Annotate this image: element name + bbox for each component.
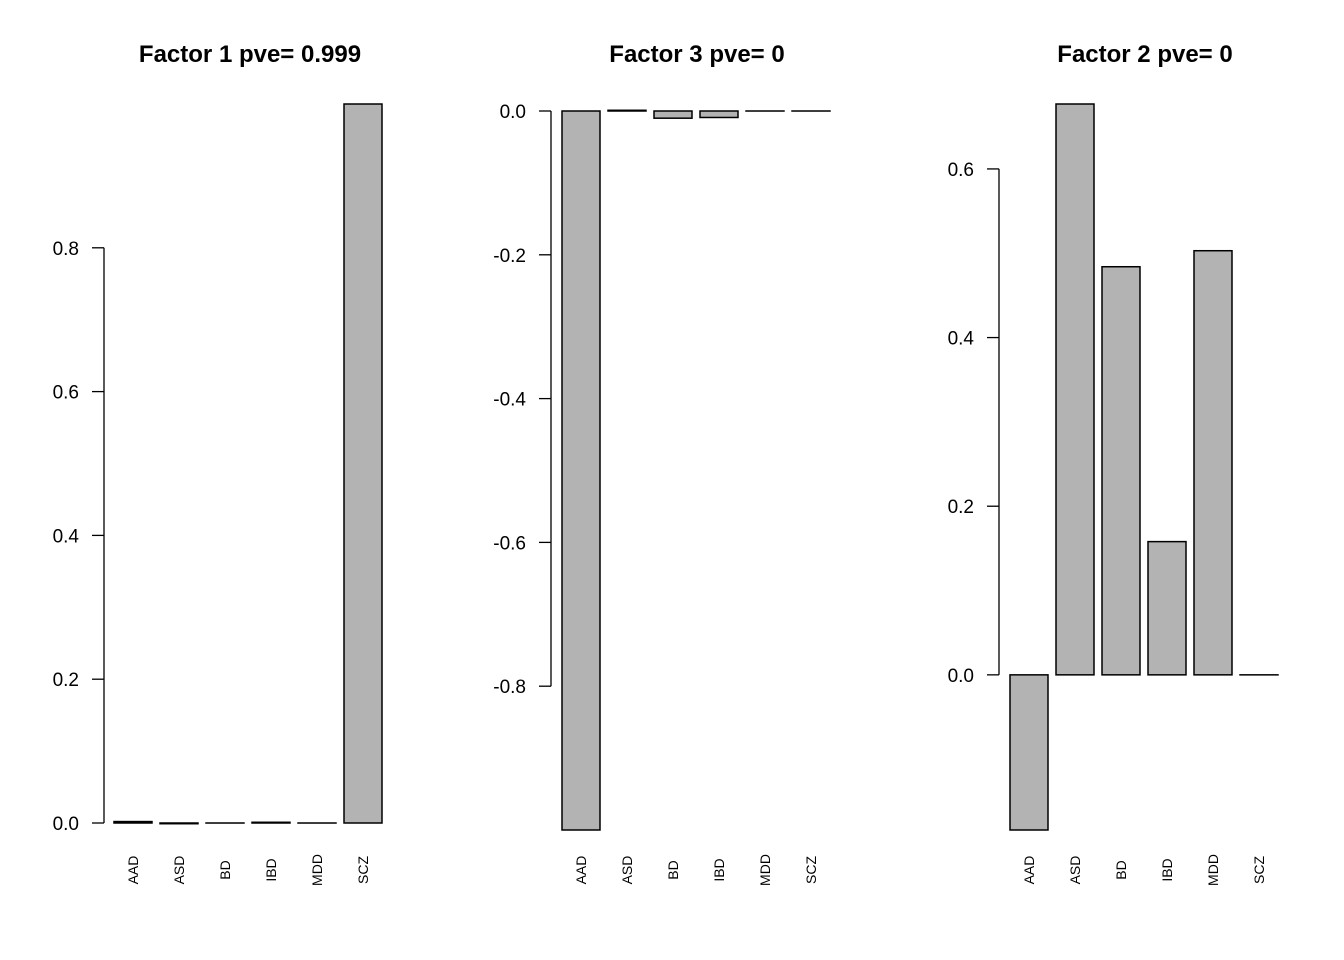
x-category-label: MDD bbox=[757, 854, 773, 886]
chart-title: Factor 3 pve= 0 bbox=[609, 41, 784, 68]
y-tick-label: 0.0 bbox=[948, 666, 974, 687]
bar-mdd bbox=[1193, 249, 1233, 676]
x-category-label: IBD bbox=[1159, 858, 1175, 881]
x-category-label: BD bbox=[1113, 860, 1129, 879]
bar-aad bbox=[561, 110, 601, 831]
chart-panel-3: Factor 2 pve= 0 0.0 0.2 0.4 0.6 AAD ASD BD IBD MD… bbox=[948, 41, 1279, 886]
y-tick-label: 0.4 bbox=[53, 526, 80, 547]
chart-panel-2: Factor 3 pve= 0 0.0 -0.2 -0.4 -0.6 -0.8 AAD ASD… bbox=[493, 41, 831, 886]
bar-asd bbox=[159, 822, 199, 825]
x-category-label: IBD bbox=[263, 858, 279, 881]
x-category-label: AAD bbox=[1021, 856, 1037, 885]
y-tick-label: 0.0 bbox=[500, 102, 526, 123]
bar-aad bbox=[113, 820, 153, 824]
y-tick-label: 0.2 bbox=[53, 670, 79, 691]
x-category-label: IBD bbox=[711, 858, 727, 881]
bar-scz bbox=[343, 103, 383, 824]
bar-bd bbox=[653, 110, 693, 119]
y-tick-label: -0.4 bbox=[493, 390, 526, 411]
y-tick-label: 0.4 bbox=[948, 329, 975, 350]
chart-title: Factor 1 pve= 0.999 bbox=[139, 41, 361, 68]
y-tick-label: 0.8 bbox=[53, 239, 79, 260]
x-category-label: ASD bbox=[171, 856, 187, 885]
x-category-label: ASD bbox=[1067, 856, 1083, 885]
bar-bd bbox=[1101, 265, 1141, 676]
y-tick-label: 0.6 bbox=[948, 160, 974, 181]
x-category-label: SCZ bbox=[355, 856, 371, 884]
x-category-label: AAD bbox=[125, 856, 141, 885]
chart-title: Factor 2 pve= 0 bbox=[1057, 41, 1232, 68]
y-tick-label: 0.0 bbox=[53, 814, 79, 835]
y-tick-label: 0.2 bbox=[948, 497, 974, 518]
bar-ibd bbox=[699, 110, 739, 119]
x-category-label: ASD bbox=[619, 856, 635, 885]
bar-asd bbox=[1055, 103, 1095, 676]
bar-ibd bbox=[251, 821, 291, 824]
x-category-label: MDD bbox=[309, 854, 325, 886]
x-category-label: MDD bbox=[1205, 854, 1221, 886]
y-tick-label: -0.2 bbox=[493, 246, 526, 267]
x-category-label: SCZ bbox=[803, 856, 819, 884]
x-category-label: BD bbox=[217, 860, 233, 879]
y-tick-label: -0.8 bbox=[493, 677, 526, 698]
x-category-label: SCZ bbox=[1251, 856, 1267, 884]
y-tick-label: -0.6 bbox=[493, 533, 526, 554]
y-tick-label: 0.6 bbox=[53, 383, 79, 404]
bar-asd bbox=[607, 109, 647, 112]
x-category-label: AAD bbox=[573, 856, 589, 885]
bar-ibd bbox=[1147, 540, 1187, 676]
chart-panel-1: Factor 1 pve= 0.999 0.0 0.2 0.4 0.6 0.8 AAD ASD… bbox=[53, 41, 383, 886]
bar-aad bbox=[1009, 674, 1049, 831]
x-category-label: BD bbox=[665, 860, 681, 879]
